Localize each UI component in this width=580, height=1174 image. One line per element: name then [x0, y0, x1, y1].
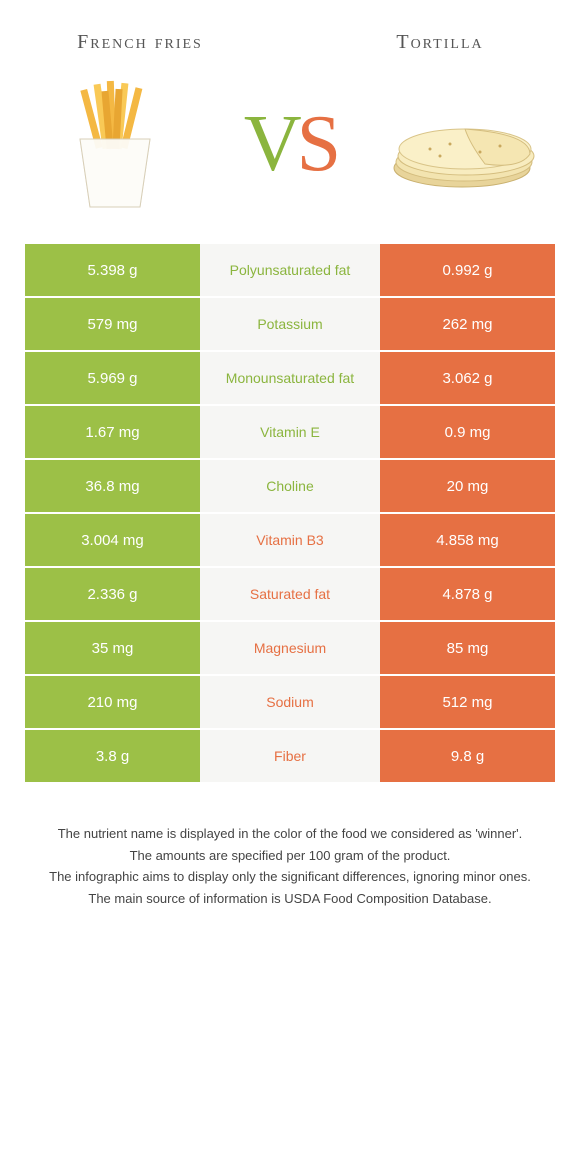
left-food-title: French fries [50, 30, 230, 54]
table-row: 1.67 mgVitamin E0.9 mg [25, 406, 555, 460]
table-row: 3.004 mgVitamin B34.858 mg [25, 514, 555, 568]
nutrient-name: Polyunsaturated fat [200, 244, 380, 296]
right-value: 512 mg [380, 676, 555, 728]
left-value: 579 mg [25, 298, 200, 350]
footer-line-1: The nutrient name is displayed in the co… [30, 824, 550, 844]
compare-row: VS [0, 64, 580, 244]
right-value: 4.858 mg [380, 514, 555, 566]
left-value: 2.336 g [25, 568, 200, 620]
left-value: 35 mg [25, 622, 200, 674]
left-value: 3.004 mg [25, 514, 200, 566]
nutrient-name: Vitamin B3 [200, 514, 380, 566]
nutrient-name: Fiber [200, 730, 380, 782]
right-value: 85 mg [380, 622, 555, 674]
footer-line-4: The main source of information is USDA F… [30, 889, 550, 909]
tortilla-image [390, 74, 540, 214]
nutrient-name: Potassium [200, 298, 380, 350]
right-value: 9.8 g [380, 730, 555, 782]
right-value: 3.062 g [380, 352, 555, 404]
table-row: 210 mgSodium512 mg [25, 676, 555, 730]
nutrient-name: Vitamin E [200, 406, 380, 458]
table-row: 579 mgPotassium262 mg [25, 298, 555, 352]
table-row: 5.398 gPolyunsaturated fat0.992 g [25, 244, 555, 298]
nutrient-name: Monounsaturated fat [200, 352, 380, 404]
table-row: 2.336 gSaturated fat4.878 g [25, 568, 555, 622]
footer-notes: The nutrient name is displayed in the co… [0, 784, 580, 908]
nutrient-name: Saturated fat [200, 568, 380, 620]
vs-s: S [297, 99, 337, 190]
footer-line-3: The infographic aims to display only the… [30, 867, 550, 887]
left-value: 1.67 mg [25, 406, 200, 458]
right-value: 4.878 g [380, 568, 555, 620]
left-value: 36.8 mg [25, 460, 200, 512]
nutrient-name: Magnesium [200, 622, 380, 674]
table-row: 3.8 gFiber9.8 g [25, 730, 555, 784]
header: French fries Tortilla [0, 0, 580, 64]
fries-image [40, 74, 190, 214]
right-value: 262 mg [380, 298, 555, 350]
right-value: 20 mg [380, 460, 555, 512]
table-row: 5.969 gMonounsaturated fat3.062 g [25, 352, 555, 406]
table-row: 35 mgMagnesium85 mg [25, 622, 555, 676]
vs-v: V [244, 99, 297, 190]
nutrient-name: Choline [200, 460, 380, 512]
table-row: 36.8 mgCholine20 mg [25, 460, 555, 514]
left-value: 5.969 g [25, 352, 200, 404]
nutrient-name: Sodium [200, 676, 380, 728]
left-value: 3.8 g [25, 730, 200, 782]
right-food-title: Tortilla [350, 30, 530, 54]
right-value: 0.9 mg [380, 406, 555, 458]
vs-label: VS [244, 99, 336, 190]
left-value: 5.398 g [25, 244, 200, 296]
right-value: 0.992 g [380, 244, 555, 296]
nutrient-table: 5.398 gPolyunsaturated fat0.992 g579 mgP… [0, 244, 580, 784]
footer-line-2: The amounts are specified per 100 gram o… [30, 846, 550, 866]
left-value: 210 mg [25, 676, 200, 728]
